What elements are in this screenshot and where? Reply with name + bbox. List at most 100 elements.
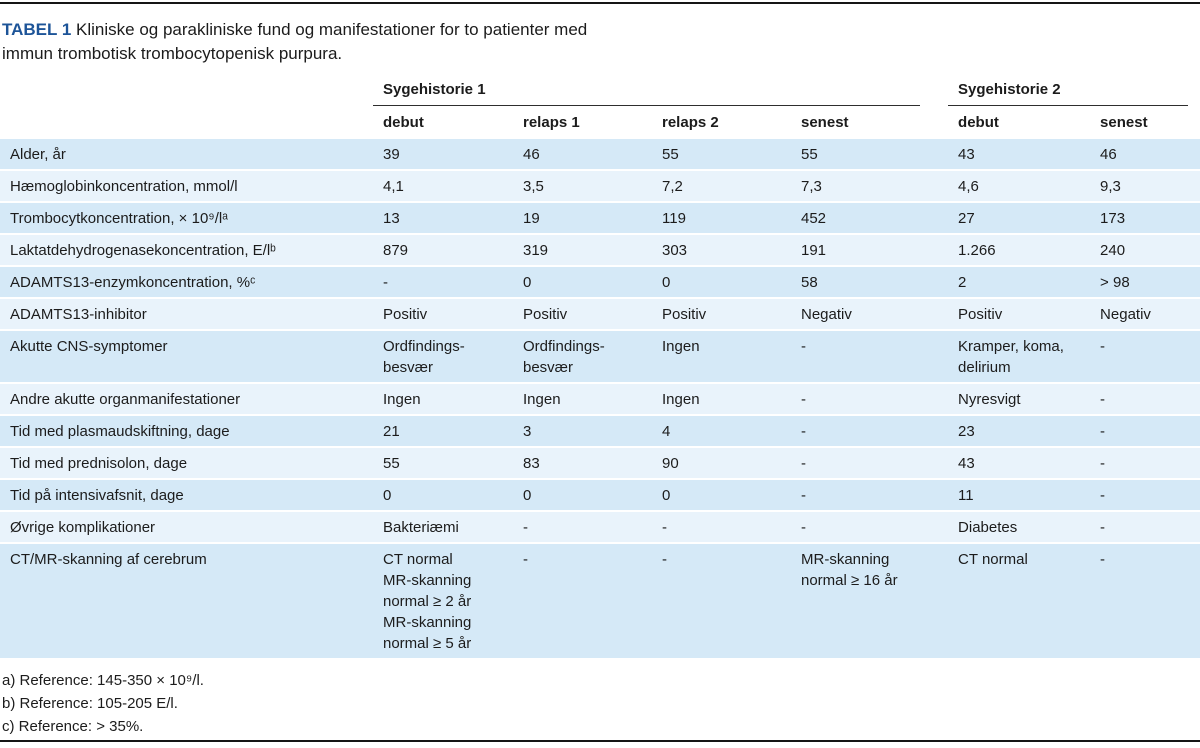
cell: 19 bbox=[513, 202, 652, 235]
cell: - bbox=[1090, 383, 1200, 416]
cell: - bbox=[373, 266, 513, 299]
footnotes: a) Reference: 145-350 × 10⁹/l. b) Refere… bbox=[2, 669, 1200, 738]
cell: 0 bbox=[513, 266, 652, 299]
cell: 21 bbox=[373, 415, 513, 448]
cell: 55 bbox=[373, 447, 513, 480]
cell: 13 bbox=[373, 202, 513, 235]
cell: 879 bbox=[373, 234, 513, 267]
cell: Ingen bbox=[513, 383, 652, 416]
cell: - bbox=[791, 447, 949, 480]
cell: Nyresvigt bbox=[948, 383, 1091, 416]
cell: - bbox=[791, 415, 949, 448]
cell: 9,3 bbox=[1090, 170, 1200, 203]
table-row: CT/MR-skanning af cerebrum CT normal MR-… bbox=[0, 543, 1200, 660]
row-label: Tid på intensivafsnit, dage bbox=[0, 479, 373, 512]
column-header-row: debut relaps 1 relaps 2 senest debut sen… bbox=[0, 106, 1200, 139]
table-row: Øvrige komplikationer Bakteriæmi - - - D… bbox=[0, 511, 1200, 544]
cell: 46 bbox=[513, 139, 652, 171]
cell: 43 bbox=[948, 139, 1091, 171]
row-label: Laktatdehydrogenasekoncentration, E/lᵇ bbox=[0, 234, 373, 267]
cell: 0 bbox=[373, 479, 513, 512]
column-header-senest-1: senest bbox=[801, 114, 849, 131]
cell: 452 bbox=[791, 202, 949, 235]
cell: Ordfindings- besvær bbox=[373, 330, 513, 384]
cell: - bbox=[791, 479, 949, 512]
row-label: Andre akutte organmanifestationer bbox=[0, 383, 373, 416]
cell: 23 bbox=[948, 415, 1091, 448]
table-title-label: TABEL 1 bbox=[2, 20, 72, 39]
column-header-spacer bbox=[0, 106, 373, 139]
cell: - bbox=[1090, 447, 1200, 480]
cell: Kramper, koma, delirium bbox=[948, 330, 1091, 384]
cell: 11 bbox=[948, 479, 1091, 512]
cell: 39 bbox=[373, 139, 513, 171]
cell: 3 bbox=[513, 415, 652, 448]
cell: 55 bbox=[791, 139, 949, 171]
cell: - bbox=[1090, 479, 1200, 512]
table-row: ADAMTS13-enzymkoncentration, %ᶜ - 0 0 58… bbox=[0, 266, 1200, 299]
cell: 1.266 bbox=[948, 234, 1091, 267]
cell: 27 bbox=[948, 202, 1091, 235]
cell: 173 bbox=[1090, 202, 1200, 235]
cell: - bbox=[1090, 330, 1200, 384]
row-label: Trombocytkoncentration, × 10⁹/lᵃ bbox=[0, 202, 373, 235]
table-row: Alder, år 39 46 55 55 43 46 bbox=[0, 139, 1200, 171]
bottom-rule bbox=[0, 740, 1200, 742]
row-label: Øvrige komplikationer bbox=[0, 511, 373, 544]
cell: 0 bbox=[652, 479, 791, 512]
cell: 191 bbox=[791, 234, 949, 267]
row-label: ADAMTS13-inhibitor bbox=[0, 298, 373, 331]
table-title-text: Kliniske og parakliniske fund og manifes… bbox=[2, 20, 588, 63]
cell: 90 bbox=[652, 447, 791, 480]
cell: 319 bbox=[513, 234, 652, 267]
row-label: Alder, år bbox=[0, 139, 373, 171]
cell: 4,1 bbox=[373, 170, 513, 203]
cell: - bbox=[1090, 511, 1200, 544]
cell: 2 bbox=[948, 266, 1091, 299]
cell: - bbox=[513, 511, 652, 544]
cell: - bbox=[791, 330, 949, 384]
cell: Ingen bbox=[373, 383, 513, 416]
cell: - bbox=[652, 543, 791, 660]
table-row: Tid med plasmaudskiftning, dage 21 3 4 -… bbox=[0, 415, 1200, 448]
column-header-debut-2: debut bbox=[958, 114, 999, 131]
table-row: Tid på intensivafsnit, dage 0 0 0 - 11 - bbox=[0, 479, 1200, 512]
cell: - bbox=[791, 383, 949, 416]
cell: 43 bbox=[948, 447, 1091, 480]
column-header-relaps-2: relaps 2 bbox=[662, 114, 719, 131]
cell: 3,5 bbox=[513, 170, 652, 203]
group-header-sygehistorie-2: Sygehistorie 2 bbox=[948, 79, 1200, 106]
cell: Negativ bbox=[791, 298, 949, 331]
cell: 46 bbox=[1090, 139, 1200, 171]
cell: CT normal MR-skanning normal ≥ 2 år MR-s… bbox=[373, 543, 513, 660]
cell: 4,6 bbox=[948, 170, 1091, 203]
footnote-a: a) Reference: 145-350 × 10⁹/l. bbox=[2, 672, 204, 689]
table-title: TABEL 1 Kliniske og parakliniske fund og… bbox=[0, 0, 1200, 66]
row-label: CT/MR-skanning af cerebrum bbox=[0, 543, 373, 660]
row-label: Tid med plasmaudskiftning, dage bbox=[0, 415, 373, 448]
table-row: Akutte CNS-symptomer Ordfindings- besvær… bbox=[0, 330, 1200, 384]
cell: - bbox=[513, 543, 652, 660]
cell: 7,3 bbox=[791, 170, 949, 203]
table-row: ADAMTS13-inhibitor Positiv Positiv Posit… bbox=[0, 298, 1200, 331]
group-header-spacer bbox=[0, 79, 373, 106]
cell: > 98 bbox=[1090, 266, 1200, 299]
cell: - bbox=[1090, 543, 1200, 660]
cell: Bakteriæmi bbox=[373, 511, 513, 544]
cell: 303 bbox=[652, 234, 791, 267]
cell: Negativ bbox=[1090, 298, 1200, 331]
cell: 83 bbox=[513, 447, 652, 480]
footnote-b: b) Reference: 105-205 E/l. bbox=[2, 695, 178, 712]
cell: Ordfindings- besvær bbox=[513, 330, 652, 384]
table-row: Trombocytkoncentration, × 10⁹/lᵃ 13 19 1… bbox=[0, 202, 1200, 235]
column-header-debut-1: debut bbox=[383, 114, 424, 131]
table-row: Laktatdehydrogenasekoncentration, E/lᵇ 8… bbox=[0, 234, 1200, 267]
cell: 4 bbox=[652, 415, 791, 448]
cell: 0 bbox=[652, 266, 791, 299]
cell: 58 bbox=[791, 266, 949, 299]
row-label: Akutte CNS-symptomer bbox=[0, 330, 373, 384]
cell: - bbox=[791, 511, 949, 544]
group-header-row: Sygehistorie 1 Sygehistorie 2 bbox=[0, 79, 1200, 106]
table-row: Hæmoglobinkoncentration, mmol/l 4,1 3,5 … bbox=[0, 170, 1200, 203]
